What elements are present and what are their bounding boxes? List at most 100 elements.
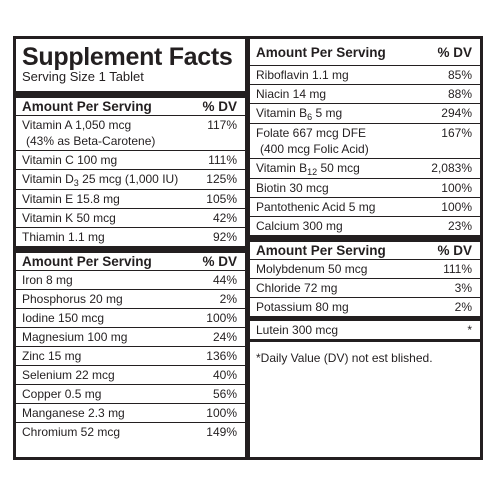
nutrient-name: Vitamin B12 50 mcg <box>256 160 360 177</box>
nutrient-name-note: (400 mcg Folic Acid) <box>260 142 369 156</box>
nutrient-row: Thiamin 1.1 mg 92% <box>16 227 245 246</box>
left-nutrient-list-2: Iron 8 mg 44% Phosphorus 20 mg 2% Iodine 150… <box>16 270 245 441</box>
nutrient-name: Chloride 72 mg <box>256 280 337 296</box>
nutrient-name: Phosphorus 20 mg <box>22 291 123 307</box>
nutrient-name-line: Calcium 300 mg <box>256 219 343 233</box>
nutrient-name: Magnesium 100 mg <box>22 329 127 345</box>
nutrient-dv: 42% <box>212 211 237 225</box>
amount-per-serving-label: Amount Per Serving <box>256 243 386 258</box>
nutrient-name: Molybdenum 50 mcg <box>256 261 367 277</box>
nutrient-name-part: Vitamin D <box>22 172 74 186</box>
daily-value-label: % DV <box>202 99 237 114</box>
nutrient-dv: 100% <box>206 406 237 420</box>
nutrient-row: Iodine 150 mcg 100% <box>16 308 245 327</box>
nutrient-row: Manganese 2.3 mg 100% <box>16 403 245 422</box>
nutrient-name-line: Vitamin C 100 mg <box>22 153 118 167</box>
nutrient-name-part: 50 mcg <box>317 161 360 175</box>
nutrient-name: Riboflavin 1.1 mg <box>256 67 349 83</box>
nutrient-dv: 88% <box>447 87 472 101</box>
supplement-facts-right-panel: Amount Per Serving % DV Riboflavin 1.1 m… <box>247 36 483 460</box>
nutrient-name-line: Iodine 150 mcg <box>22 311 105 325</box>
nutrient-name: Vitamin B6 5 mg <box>256 105 342 122</box>
right-nutrient-list-2: Molybdenum 50 mcg 111% Chloride 72 mg 3% Pot… <box>250 259 480 316</box>
nutrient-name: Calcium 300 mg <box>256 218 343 234</box>
nutrient-row: Zinc 15 mg 136% <box>16 346 245 365</box>
nutrient-name-part: Vitamin B <box>256 106 308 120</box>
nutrient-dv: 136% <box>206 349 237 363</box>
nutrient-row-lutein: Lutein 300 mcg * <box>250 316 480 339</box>
column-header: Amount Per Serving % DV <box>16 91 245 115</box>
nutrient-dv: 2% <box>219 292 237 306</box>
nutrient-name: Niacin 14 mg <box>256 86 326 102</box>
nutrient-dv: 117% <box>207 118 237 132</box>
nutrient-name-line: Pantothenic Acid 5 mg <box>256 200 376 214</box>
nutrient-row: Vitamin C 100 mg 111% <box>16 150 245 169</box>
nutrient-name: Potassium 80 mg <box>256 299 349 315</box>
nutrient-name-line: Biotin 30 mcg <box>256 181 329 195</box>
nutrient-row: Chloride 72 mg 3% <box>250 278 480 297</box>
nutrient-dv: 92% <box>212 230 237 244</box>
nutrient-dv: 149% <box>206 425 237 439</box>
nutrient-dv: 125% <box>206 172 237 186</box>
nutrient-dv: 85% <box>447 68 472 82</box>
nutrient-dv: 100% <box>206 311 237 325</box>
nutrient-row: Magnesium 100 mg 24% <box>16 327 245 346</box>
nutrient-row: Biotin 30 mcg 100% <box>250 178 480 197</box>
nutrient-dv: 23% <box>447 219 472 233</box>
nutrient-name-line: Potassium 80 mg <box>256 300 349 314</box>
nutrient-name-line: Iron 8 mg <box>22 273 73 287</box>
nutrient-dv: 44% <box>212 273 237 287</box>
nutrient-row: Niacin 14 mg 88% <box>250 84 480 103</box>
nutrient-row: Vitamin B6 5 mg 294% <box>250 103 480 123</box>
nutrient-name: Copper 0.5 mg <box>22 386 101 402</box>
nutrient-name-line: Zinc 15 mg <box>22 349 82 363</box>
nutrient-dv: 3% <box>454 281 472 295</box>
nutrient-row: Folate 667 mcg DFE (400 mcg Folic Acid) 16… <box>250 123 480 158</box>
nutrient-name: Lutein 300 mcg <box>256 323 339 337</box>
amount-per-serving-label: Amount Per Serving <box>22 254 152 269</box>
column-header: Amount Per Serving % DV <box>250 235 480 259</box>
nutrient-name: Selenium 22 mcg <box>22 367 115 383</box>
nutrient-name-line: Copper 0.5 mg <box>22 387 102 401</box>
nutrient-row: Molybdenum 50 mcg 111% <box>250 259 480 278</box>
nutrient-dv: 105% <box>206 192 237 206</box>
nutrient-name: Manganese 2.3 mg <box>22 405 125 421</box>
nutrient-row: Potassium 80 mg 2% <box>250 297 480 316</box>
nutrient-name: Vitamin D3 25 mcg (1,000 IU) <box>22 171 178 188</box>
nutrient-name: Biotin 30 mcg <box>256 180 329 196</box>
nutrient-name-line: Riboflavin 1.1 mg <box>256 68 349 82</box>
nutrient-name-line: Chloride 72 mg <box>256 281 338 295</box>
nutrient-row: Iron 8 mg 44% <box>16 270 245 289</box>
nutrient-name: Chromium 52 mcg <box>22 424 120 440</box>
nutrient-dv: 100% <box>441 200 472 214</box>
column-header: Amount Per Serving % DV <box>250 39 480 65</box>
nutrient-subscript: 3 <box>73 178 79 188</box>
nutrient-dv: 167% <box>441 126 472 140</box>
nutrient-dv: 56% <box>212 387 237 401</box>
nutrient-dv: 111% <box>208 153 237 167</box>
nutrient-name: Vitamin A 1,050 mcg (43% as Beta-Carotene… <box>22 117 155 149</box>
nutrient-name-line: Folate 667 mcg DFE <box>256 126 367 140</box>
nutrient-row: Vitamin K 50 mcg 42% <box>16 208 245 227</box>
nutrient-name-line: Niacin 14 mg <box>256 87 327 101</box>
nutrient-name: Thiamin 1.1 mg <box>22 229 105 245</box>
nutrient-name-line: Vitamin A 1,050 mcg <box>22 118 132 132</box>
nutrient-name-part: 5 mg <box>312 106 343 120</box>
nutrient-name-line: Phosphorus 20 mg <box>22 292 123 306</box>
nutrient-name: Iodine 150 mcg <box>22 310 104 326</box>
nutrient-row: Copper 0.5 mg 56% <box>16 384 245 403</box>
nutrient-name: Vitamin E 15.8 mg <box>22 191 120 207</box>
amount-per-serving-label: Amount Per Serving <box>256 44 386 60</box>
nutrient-dv: 111% <box>443 262 472 276</box>
nutrient-dv: 40% <box>212 368 237 382</box>
nutrient-dv: 100% <box>441 181 472 195</box>
nutrient-name: Folate 667 mcg DFE (400 mcg Folic Acid) <box>256 125 369 157</box>
left-nutrient-list-1: Vitamin A 1,050 mcg (43% as Beta-Carotene… <box>16 115 245 246</box>
nutrient-dv: * <box>467 323 472 337</box>
nutrient-name-line: Chromium 52 mcg <box>22 425 121 439</box>
nutrient-name: Pantothenic Acid 5 mg <box>256 199 375 215</box>
nutrient-dv: 294% <box>441 106 472 120</box>
nutrient-row: Selenium 22 mcg 40% <box>16 365 245 384</box>
nutrient-row: Calcium 300 mg 23% <box>250 216 480 235</box>
column-header: Amount Per Serving % DV <box>16 246 245 270</box>
